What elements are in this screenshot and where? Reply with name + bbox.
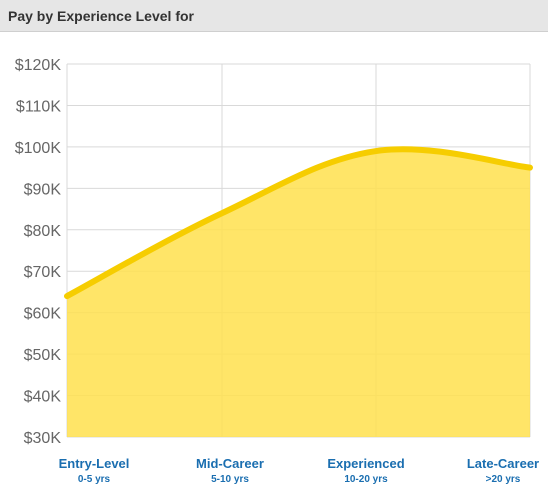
chart-area: $30K $40K $50K $60K $70K $80K $90K $100K $110K $1…: [0, 32, 548, 485]
x-category-label: Mid-Career: [196, 456, 264, 471]
x-category-label: Entry-Level: [59, 456, 130, 471]
area-fill: [67, 149, 530, 437]
y-tick-label: $80K: [24, 223, 62, 240]
chart-header: Pay by Experience Level for: [0, 0, 548, 32]
y-tick-label: $70K: [24, 264, 62, 281]
y-tick-label: $110K: [16, 98, 61, 115]
y-tick-label: $90K: [24, 181, 62, 198]
x-category-label: Late-Career: [467, 456, 539, 471]
chart-title: Pay by Experience Level for: [8, 8, 194, 24]
x-category-sublabel: >20 yrs: [486, 474, 521, 485]
x-category-sublabel: 10-20 yrs: [344, 474, 388, 485]
y-tick-label: $50K: [24, 347, 62, 364]
y-tick-label: $120K: [15, 57, 62, 74]
y-tick-label: $60K: [24, 306, 62, 323]
y-tick-label: $30K: [24, 430, 62, 447]
x-category-label: Experienced: [327, 456, 404, 471]
x-category-sublabel: 0-5 yrs: [78, 474, 111, 485]
x-category-sublabel: 5-10 yrs: [211, 474, 249, 485]
y-tick-label: $40K: [24, 389, 62, 406]
pay-experience-chart: $30K $40K $50K $60K $70K $80K $90K $100K $110K $1…: [0, 32, 548, 485]
y-tick-label: $100K: [15, 140, 62, 157]
